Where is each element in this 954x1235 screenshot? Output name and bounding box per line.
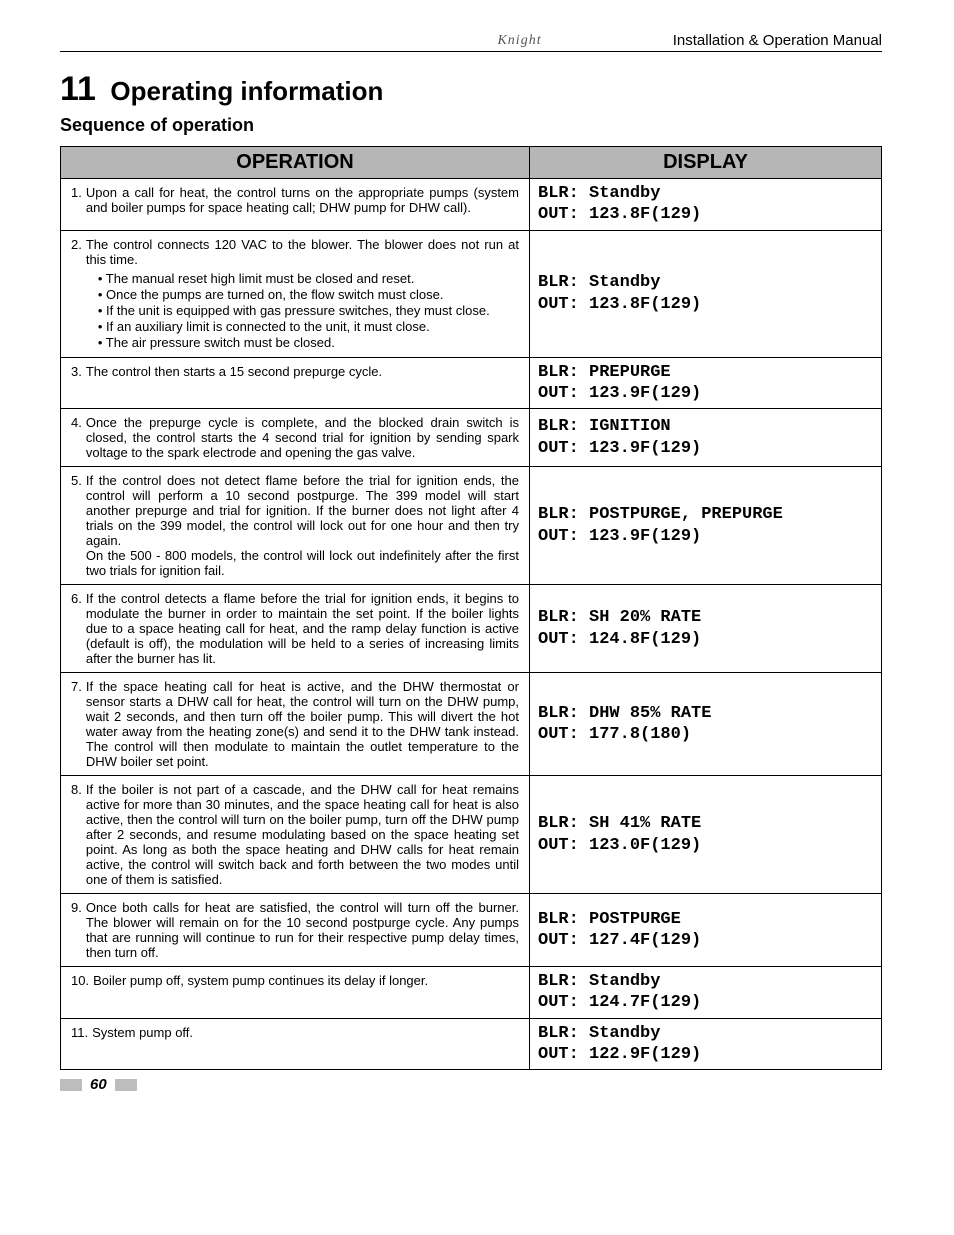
- step-number: 4.: [71, 415, 86, 460]
- display-cell: BLR: SH 20% RATEOUT: 124.8F(129): [530, 585, 882, 673]
- operation-cell: 11.System pump off.: [61, 1018, 530, 1070]
- display-line1: BLR: POSTPURGE, PREPURGE: [538, 504, 873, 525]
- col-header-operation: OPERATION: [61, 147, 530, 179]
- display-line2: OUT: 124.8F(129): [538, 629, 873, 650]
- doc-title: Installation & Operation Manual: [673, 32, 882, 49]
- operation-cell: 6.If the control detects a flame before …: [61, 585, 530, 673]
- step-number: 2.: [71, 237, 86, 351]
- step-number: 5.: [71, 473, 86, 578]
- step-bullet: The manual reset high limit must be clos…: [98, 271, 519, 286]
- step-bullets: The manual reset high limit must be clos…: [98, 271, 519, 350]
- display-line2: OUT: 177.8(180): [538, 724, 873, 745]
- step-number: 1.: [71, 185, 86, 215]
- step-bullet: Once the pumps are turned on, the flow s…: [98, 287, 519, 302]
- step-extra: On the 500 - 800 models, the control wil…: [86, 548, 519, 578]
- display-line1: BLR: Standby: [538, 1023, 873, 1044]
- sequence-table: OPERATION DISPLAY 1.Upon a call for heat…: [60, 146, 882, 1070]
- step-text: Upon a call for heat, the control turns …: [86, 185, 519, 215]
- step-text: If the space heating call for heat is ac…: [86, 679, 519, 769]
- step-number: 11.: [71, 1025, 92, 1040]
- display-cell: BLR: StandbyOUT: 123.8F(129): [530, 230, 882, 357]
- step-number: 10.: [71, 973, 93, 988]
- display-line1: BLR: Standby: [538, 272, 873, 293]
- footer-decor-left: [60, 1079, 82, 1091]
- page-footer: 60: [60, 1076, 882, 1093]
- display-cell: BLR: IGNITIONOUT: 123.9F(129): [530, 409, 882, 467]
- step-text: Boiler pump off, system pump continues i…: [93, 973, 519, 988]
- table-row: 5.If the control does not detect flame b…: [61, 467, 882, 585]
- operation-cell: 10.Boiler pump off, system pump continue…: [61, 967, 530, 1019]
- table-row: 8.If the boiler is not part of a cascade…: [61, 776, 882, 894]
- operation-cell: 7.If the space heating call for heat is …: [61, 673, 530, 776]
- col-header-display: DISPLAY: [530, 147, 882, 179]
- step-text: The control then starts a 15 second prep…: [86, 364, 519, 379]
- display-line1: BLR: DHW 85% RATE: [538, 703, 873, 724]
- display-line2: OUT: 124.7F(129): [538, 992, 873, 1013]
- operation-cell: 3.The control then starts a 15 second pr…: [61, 357, 530, 409]
- table-row: 2.The control connects 120 VAC to the bl…: [61, 230, 882, 357]
- logo-area: Knight: [366, 33, 672, 49]
- step-bullet: If the unit is equipped with gas pressur…: [98, 303, 519, 318]
- display-line1: BLR: SH 20% RATE: [538, 607, 873, 628]
- page-number: 60: [90, 1076, 107, 1093]
- display-cell: BLR: SH 41% RATEOUT: 123.0F(129): [530, 776, 882, 894]
- display-line2: OUT: 123.0F(129): [538, 835, 873, 856]
- table-row: 6.If the control detects a flame before …: [61, 585, 882, 673]
- step-number: 6.: [71, 591, 86, 666]
- step-text: The control connects 120 VAC to the blow…: [86, 237, 519, 267]
- display-cell: BLR: POSTPURGEOUT: 127.4F(129): [530, 894, 882, 967]
- step-number: 3.: [71, 364, 86, 379]
- display-line1: BLR: Standby: [538, 183, 873, 204]
- display-line2: OUT: 123.9F(129): [538, 526, 873, 547]
- step-number: 9.: [71, 900, 86, 960]
- table-row: 4.Once the prepurge cycle is complete, a…: [61, 409, 882, 467]
- table-row: 1.Upon a call for heat, the control turn…: [61, 179, 882, 231]
- step-text: If the control detects a flame before th…: [86, 591, 519, 666]
- table-row: 7.If the space heating call for heat is …: [61, 673, 882, 776]
- display-line2: OUT: 123.9F(129): [538, 383, 873, 404]
- display-cell: BLR: StandbyOUT: 122.9F(129): [530, 1018, 882, 1070]
- table-row: 9.Once both calls for heat are satisfied…: [61, 894, 882, 967]
- footer-decor-right: [115, 1079, 137, 1091]
- display-line2: OUT: 123.8F(129): [538, 204, 873, 225]
- chapter-heading: 11 Operating information: [60, 70, 882, 109]
- operation-cell: 2.The control connects 120 VAC to the bl…: [61, 230, 530, 357]
- display-line1: BLR: SH 41% RATE: [538, 813, 873, 834]
- step-number: 8.: [71, 782, 86, 887]
- display-cell: BLR: POSTPURGE, PREPURGEOUT: 123.9F(129): [530, 467, 882, 585]
- operation-cell: 9.Once both calls for heat are satisfied…: [61, 894, 530, 967]
- chapter-number: 11: [60, 70, 96, 108]
- page-header: Knight Installation & Operation Manual: [60, 32, 882, 52]
- step-bullet: The air pressure switch must be closed.: [98, 335, 519, 350]
- section-subheading: Sequence of operation: [60, 115, 882, 136]
- step-bullet: If an auxiliary limit is connected to th…: [98, 319, 519, 334]
- operation-cell: 4.Once the prepurge cycle is complete, a…: [61, 409, 530, 467]
- step-text: If the boiler is not part of a cascade, …: [86, 782, 519, 887]
- table-row: 3.The control then starts a 15 second pr…: [61, 357, 882, 409]
- chapter-title: Operating information: [110, 76, 383, 106]
- display-line2: OUT: 122.9F(129): [538, 1044, 873, 1065]
- table-row: 11.System pump off.BLR: StandbyOUT: 122.…: [61, 1018, 882, 1070]
- brand-logo: Knight: [497, 33, 541, 49]
- display-line1: BLR: IGNITION: [538, 416, 873, 437]
- display-line2: OUT: 123.9F(129): [538, 438, 873, 459]
- step-number: 7.: [71, 679, 86, 769]
- step-text: If the control does not detect flame bef…: [86, 473, 519, 548]
- step-text: Once both calls for heat are satisfied, …: [86, 900, 519, 960]
- display-line2: OUT: 127.4F(129): [538, 930, 873, 951]
- step-text: Once the prepurge cycle is complete, and…: [86, 415, 519, 460]
- display-line2: OUT: 123.8F(129): [538, 294, 873, 315]
- operation-cell: 5.If the control does not detect flame b…: [61, 467, 530, 585]
- display-cell: BLR: PREPURGEOUT: 123.9F(129): [530, 357, 882, 409]
- display-cell: BLR: DHW 85% RATEOUT: 177.8(180): [530, 673, 882, 776]
- display-cell: BLR: StandbyOUT: 123.8F(129): [530, 179, 882, 231]
- operation-cell: 8.If the boiler is not part of a cascade…: [61, 776, 530, 894]
- display-line1: BLR: POSTPURGE: [538, 909, 873, 930]
- table-row: 10.Boiler pump off, system pump continue…: [61, 967, 882, 1019]
- display-line1: BLR: Standby: [538, 971, 873, 992]
- operation-cell: 1.Upon a call for heat, the control turn…: [61, 179, 530, 231]
- step-text: System pump off.: [92, 1025, 519, 1040]
- display-line1: BLR: PREPURGE: [538, 362, 873, 383]
- display-cell: BLR: StandbyOUT: 124.7F(129): [530, 967, 882, 1019]
